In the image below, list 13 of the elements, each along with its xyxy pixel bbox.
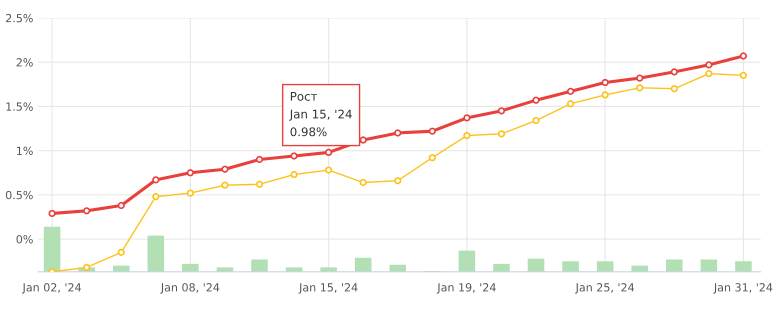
y-tick-label: 2.5% <box>6 14 33 22</box>
x-tick-label: Jan 31, '24 <box>713 283 772 294</box>
y-tick-label: 0.5% <box>6 190 33 200</box>
y-tick-label: 2% <box>16 58 33 67</box>
y-tick-label: 1% <box>17 146 33 156</box>
y-tick-label: 0% <box>16 235 33 244</box>
x-tick-label: Jan 25, '24 <box>575 283 634 294</box>
y-tick-label: 1.5% <box>6 102 33 111</box>
annotation: Рост Jan 15, '24 0.98% <box>289 92 352 136</box>
x-tick-label: Jan 19, '24 <box>436 283 496 294</box>
x-tick-label: Jan 02, '24 <box>22 283 81 294</box>
x-tick-label: Jan 08, '24 <box>160 283 220 294</box>
x-tick-label: Jan 15, '24 <box>298 283 358 294</box>
